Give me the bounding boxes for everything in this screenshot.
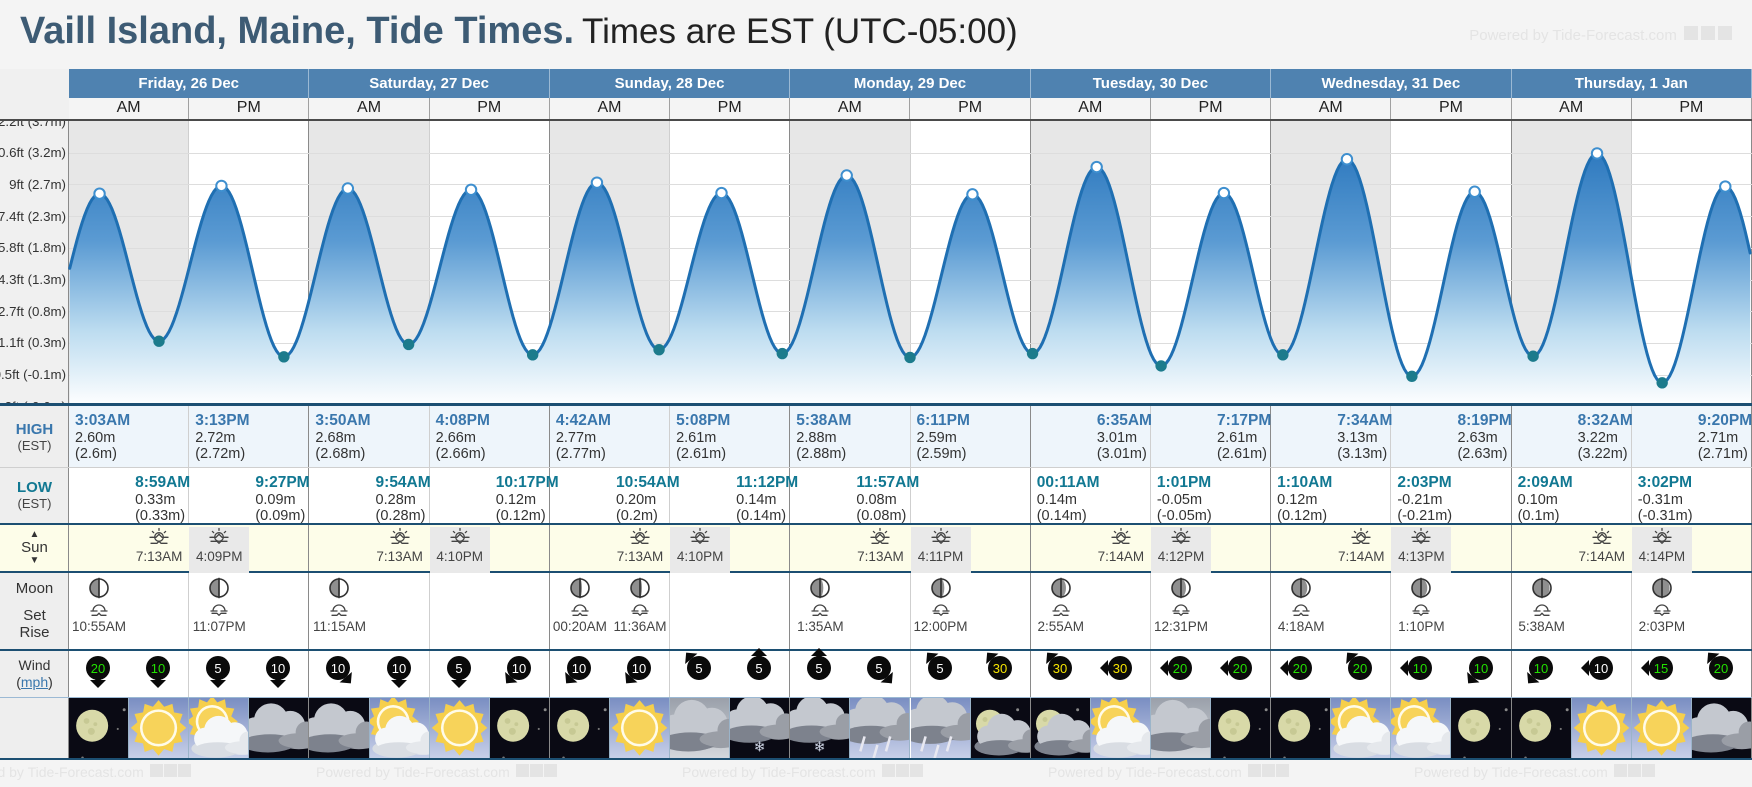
svg-text:10: 10: [1413, 661, 1427, 676]
svg-text:15: 15: [1654, 661, 1668, 676]
svg-text:20: 20: [91, 661, 105, 676]
svg-text:20: 20: [1233, 661, 1247, 676]
svg-text:5: 5: [876, 661, 883, 676]
svg-text:10: 10: [1533, 661, 1547, 676]
svg-text:5: 5: [816, 661, 823, 676]
svg-text:10: 10: [512, 661, 526, 676]
svg-text:10: 10: [151, 661, 165, 676]
svg-text:10: 10: [331, 661, 345, 676]
svg-text:10: 10: [1473, 661, 1487, 676]
svg-text:❄: ❄: [814, 739, 826, 755]
svg-text:10: 10: [632, 661, 646, 676]
svg-text:10: 10: [572, 661, 586, 676]
svg-text:5: 5: [756, 661, 763, 676]
svg-text:30: 30: [992, 661, 1006, 676]
svg-text:5: 5: [215, 661, 222, 676]
svg-text:5: 5: [695, 661, 702, 676]
svg-text:20: 20: [1353, 661, 1367, 676]
svg-text:20: 20: [1293, 661, 1307, 676]
svg-text:20: 20: [1714, 661, 1728, 676]
svg-text:30: 30: [1113, 661, 1127, 676]
svg-text:30: 30: [1053, 661, 1067, 676]
svg-text:5: 5: [936, 661, 943, 676]
svg-text:❄: ❄: [754, 739, 766, 755]
svg-text:10: 10: [271, 661, 285, 676]
svg-text:10: 10: [391, 661, 405, 676]
svg-text:5: 5: [455, 661, 462, 676]
svg-text:20: 20: [1173, 661, 1187, 676]
svg-text:10: 10: [1593, 661, 1607, 676]
